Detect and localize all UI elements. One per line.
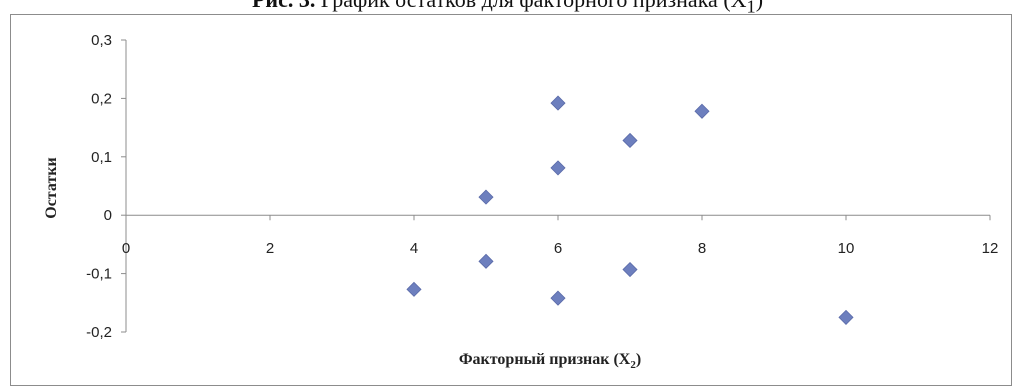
- data-point: [478, 253, 494, 269]
- y-tick-label: -0,1: [86, 266, 112, 283]
- y-tick-label: 0,3: [91, 32, 112, 49]
- data-point: [838, 309, 854, 325]
- x-axis-title: Факторный признак (X2): [459, 351, 641, 371]
- x-axis-title-sub: 2: [630, 359, 636, 371]
- data-points: [406, 95, 854, 325]
- data-point: [550, 95, 566, 111]
- x-axis-title-suffix: ): [636, 351, 641, 368]
- figure-caption: Рис. 3. График остатков для факторного п…: [0, 0, 1015, 16]
- data-point: [406, 281, 422, 297]
- y-tick-label: 0: [104, 207, 112, 224]
- data-point: [622, 261, 638, 278]
- chart-area: [10, 14, 1012, 386]
- x-tick-label: 0: [122, 240, 130, 257]
- x-tick-label: 10: [838, 240, 855, 257]
- data-point: [550, 160, 566, 176]
- caption-text: График остатков для факторного признака …: [321, 0, 747, 12]
- y-tick-label: 0,2: [91, 90, 112, 107]
- x-tick-label: 8: [698, 240, 706, 257]
- axes: [125, 40, 990, 332]
- data-point: [622, 132, 638, 149]
- x-tick-label: 2: [266, 240, 274, 257]
- ticks: -0,2 -0,1 0 0,1 0,2 0,3 0 2 4 6 8 10 12: [86, 32, 998, 341]
- data-point: [694, 103, 710, 119]
- y-axis-title: Остатки: [43, 157, 60, 218]
- x-tick-label: 6: [554, 240, 562, 257]
- x-tick-label: 12: [982, 240, 999, 257]
- y-tick-label: -0,2: [86, 324, 112, 341]
- caption-prefix: Рис. 3.: [252, 0, 315, 12]
- caption-sub: 1: [746, 0, 756, 17]
- data-point: [478, 189, 494, 205]
- x-axis-title-main: Факторный признак (X: [459, 351, 631, 368]
- data-point: [550, 290, 566, 306]
- x-tick-label: 4: [410, 240, 418, 257]
- y-tick-label: 0,1: [91, 149, 112, 166]
- caption-suffix: ): [756, 0, 763, 12]
